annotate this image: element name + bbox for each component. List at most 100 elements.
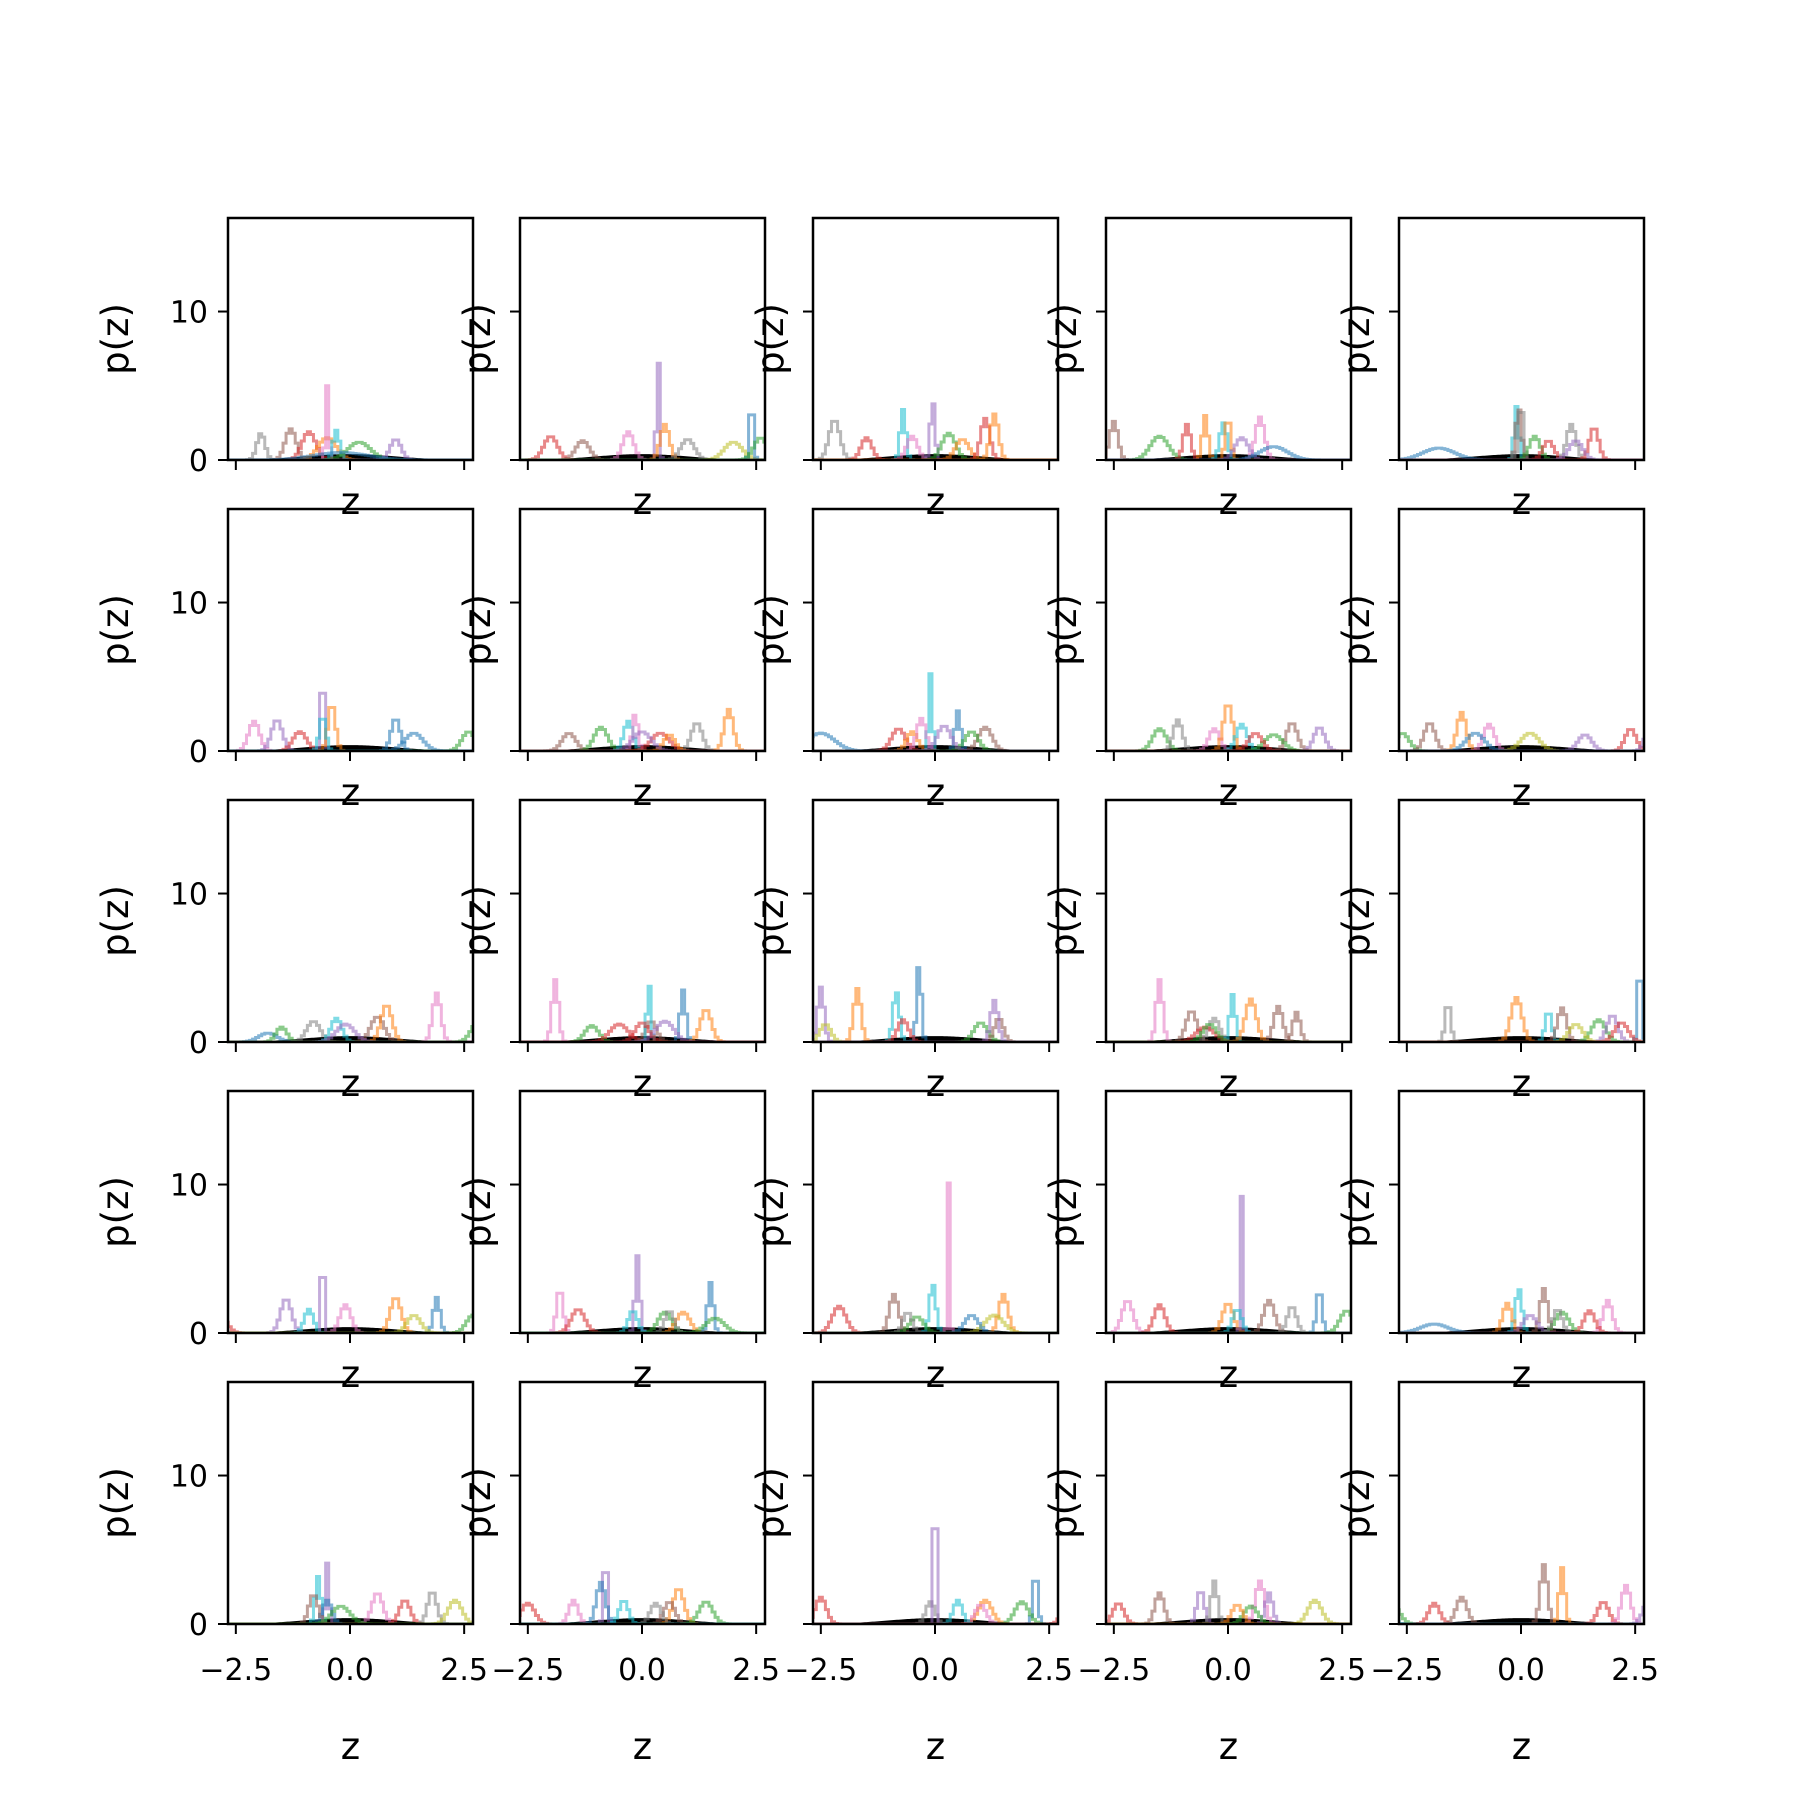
- density-series: [813, 1595, 1058, 1624]
- x-axis-label: z: [1512, 1353, 1531, 1396]
- density-series: [1106, 421, 1351, 460]
- density-series: [520, 440, 765, 460]
- subplot-2-2: z p(z): [456, 507, 767, 814]
- x-tick-label: −2.5: [491, 1653, 564, 1688]
- density-series: [813, 419, 1058, 460]
- y-axis-label: p(z): [749, 1467, 792, 1539]
- density-series: [813, 966, 1058, 1042]
- density-series: [1399, 410, 1644, 460]
- x-tick-label: 0.0: [911, 1653, 959, 1688]
- density-series: [1399, 732, 1644, 751]
- subplot-4-4: z p(z): [1042, 1089, 1353, 1396]
- density-series: [1106, 1016, 1351, 1042]
- y-axis-label: p(z): [1042, 1176, 1085, 1248]
- subplot-5-1: −2.5 0.0 2.5 z 0 10 p(z): [94, 1380, 488, 1768]
- density-series: [1106, 419, 1351, 460]
- density-series: [1399, 1583, 1644, 1624]
- density-series: [1106, 1302, 1351, 1333]
- density-series: [813, 1181, 1058, 1333]
- axes-frame: [1397, 1380, 1646, 1626]
- density-series: [520, 984, 765, 1042]
- subplot-5-3: −2.5 0.0 2.5 z p(z): [749, 1380, 1073, 1768]
- y-axis-label: p(z): [1042, 1467, 1085, 1539]
- density-series: [1399, 1288, 1644, 1333]
- subplot-1-2: z p(z): [456, 216, 767, 523]
- density-series: [813, 991, 1058, 1042]
- x-axis-label: z: [926, 1353, 945, 1396]
- density-series: [520, 730, 765, 751]
- density-series: [228, 1591, 473, 1624]
- density-series: [813, 1600, 1058, 1624]
- density-series: [228, 705, 473, 751]
- y-axis-label: p(z): [749, 885, 792, 957]
- subplot-5-4: −2.5 0.0 2.5 z p(z): [1042, 1380, 1366, 1768]
- y-tick-label: 0: [189, 1317, 208, 1352]
- density-series: [228, 719, 473, 751]
- x-axis-label: z: [341, 1725, 360, 1768]
- x-axis-label: z: [926, 771, 945, 814]
- y-axis-label: p(z): [1335, 594, 1378, 666]
- y-axis-label: p(z): [1335, 1176, 1378, 1248]
- axes-frame: [1397, 507, 1646, 753]
- x-axis-label: z: [633, 1062, 652, 1105]
- x-tick-label: −2.5: [1077, 1653, 1150, 1688]
- axes-frame: [811, 798, 1060, 1044]
- density-series: [520, 430, 765, 460]
- density-series: [813, 434, 1058, 460]
- subplot-1-4: z p(z): [1042, 216, 1353, 523]
- x-tick-label: 0.0: [1497, 1653, 1545, 1688]
- density-series: [1399, 995, 1644, 1042]
- x-axis-label: z: [633, 771, 652, 814]
- x-axis-label: z: [341, 1353, 360, 1396]
- density-series: [1106, 992, 1351, 1042]
- density-series: [1399, 1014, 1644, 1042]
- subplot-3-3: z p(z): [749, 798, 1060, 1105]
- y-axis-label: p(z): [749, 594, 792, 666]
- density-series: [1106, 1579, 1351, 1624]
- density-series: [813, 672, 1058, 751]
- subplot-3-5: z p(z): [1335, 798, 1646, 1105]
- density-series: [1106, 1309, 1351, 1333]
- y-axis-label: p(z): [94, 885, 137, 957]
- density-series: [1399, 1601, 1644, 1624]
- y-tick-label: 0: [189, 735, 208, 770]
- y-tick-label: 10: [170, 296, 208, 331]
- density-series: [228, 1303, 473, 1333]
- y-axis-label: p(z): [94, 594, 137, 666]
- density-series: [813, 438, 1058, 460]
- density-series: [1106, 1604, 1351, 1624]
- density-series: [813, 716, 1058, 751]
- density-series: [228, 1031, 473, 1042]
- x-axis-label: z: [633, 1353, 652, 1396]
- y-tick-label: 0: [189, 1608, 208, 1643]
- x-tick-label: 2.5: [1318, 1653, 1366, 1688]
- density-series: [1106, 1023, 1351, 1042]
- density-series: [228, 1016, 473, 1042]
- x-tick-label: 2.5: [440, 1653, 488, 1688]
- y-axis-label: p(z): [749, 303, 792, 375]
- subplot-2-1: z 0 10 p(z): [94, 507, 475, 814]
- x-tick-label: 0.0: [618, 1653, 666, 1688]
- axes-frame: [518, 216, 767, 462]
- density-series: [1106, 1598, 1351, 1624]
- density-series: [1399, 731, 1644, 751]
- subplot-4-1: z 0 10 p(z): [94, 1089, 475, 1396]
- y-axis-label: p(z): [1042, 885, 1085, 957]
- density-series: [520, 1310, 765, 1333]
- density-series: [520, 731, 765, 751]
- density-series: [813, 1315, 1058, 1333]
- density-series: [228, 1295, 473, 1333]
- y-axis-label: p(z): [456, 303, 499, 375]
- axes-frame: [1104, 798, 1353, 1044]
- y-tick-label: 0: [189, 444, 208, 479]
- x-axis-label: z: [341, 480, 360, 523]
- density-series: [1106, 726, 1351, 751]
- density-series: [1106, 722, 1351, 751]
- density-series: [520, 1022, 765, 1042]
- x-axis-label: z: [1219, 1353, 1238, 1396]
- density-series: [813, 987, 1058, 1042]
- density-series: [520, 413, 765, 460]
- axes-frame: [1104, 507, 1353, 753]
- density-series: [228, 1022, 473, 1042]
- subplot-5-2: −2.5 0.0 2.5 z p(z): [456, 1380, 780, 1768]
